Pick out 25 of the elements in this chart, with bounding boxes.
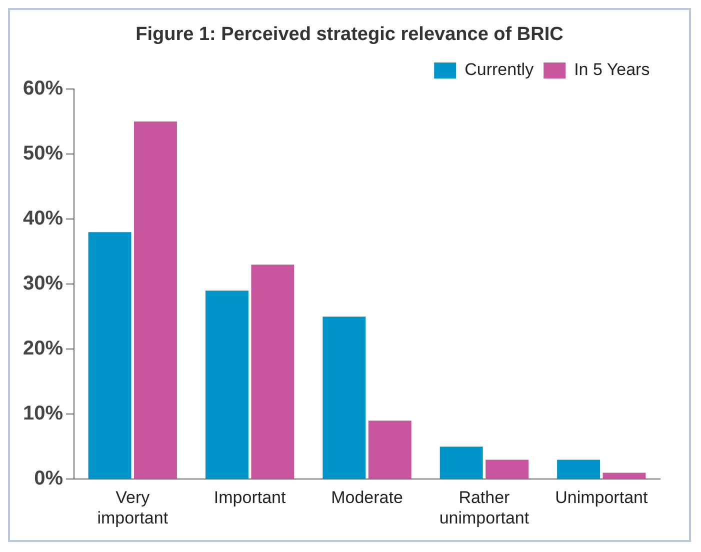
bar	[251, 264, 294, 479]
bar	[205, 290, 248, 479]
legend-label: Currently	[464, 60, 534, 80]
chart-title: Figure 1: Perceived strategic relevance of BRIC	[134, 23, 564, 47]
y-tick-label: 20%	[23, 338, 64, 360]
y-tick-label: 10%	[23, 402, 64, 425]
x-tick-label: Rather unimportant	[439, 488, 530, 528]
bar	[602, 472, 646, 479]
x-tick-label: Important	[214, 488, 286, 508]
bar	[134, 122, 177, 479]
y-tick-label: 50%	[23, 142, 64, 165]
y-tick-label: 60%	[23, 78, 64, 100]
bar	[557, 460, 600, 479]
bar	[486, 460, 529, 479]
bar	[322, 316, 366, 479]
x-tick-label: Unimportant	[555, 488, 648, 508]
y-tick-label: 0%	[34, 468, 64, 490]
y-tick-label: 30%	[23, 272, 64, 295]
x-tick-label: Moderate	[331, 488, 403, 508]
bar	[88, 232, 132, 479]
bar	[440, 446, 483, 479]
legend-label: In 5 Years	[574, 60, 650, 80]
bar	[368, 420, 412, 479]
x-tick-label: Very important	[97, 488, 168, 528]
y-tick-label: 40%	[23, 208, 64, 230]
